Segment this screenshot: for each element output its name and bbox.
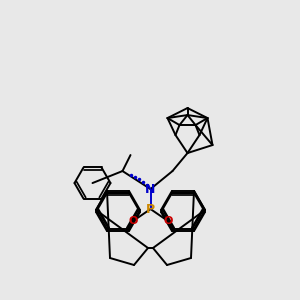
Text: O: O [163, 216, 173, 226]
Text: P: P [146, 202, 155, 216]
Text: N: N [145, 183, 156, 196]
Text: O: O [128, 216, 138, 226]
